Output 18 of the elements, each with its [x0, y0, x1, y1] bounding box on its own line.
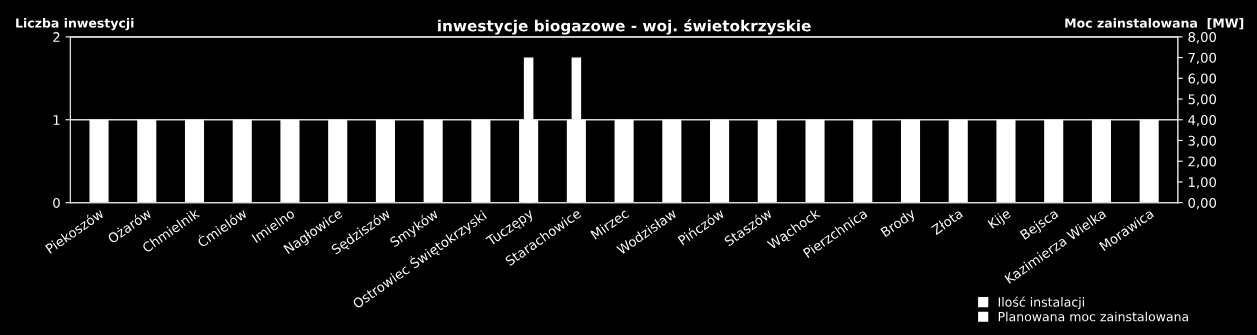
y2-tick-label: 2,00	[1188, 156, 1217, 168]
y-tick-label: 1	[53, 115, 60, 125]
y2-tick-label: 3,00	[1188, 135, 1217, 148]
y2-tick-label: 8,00	[1188, 32, 1217, 44]
y-axis-title: Liczba inwestycji	[16, 18, 134, 31]
y2-axis-title: Moc zainstalowana [MW]	[1065, 18, 1244, 30]
y2-tick-label: 1,00	[1188, 177, 1217, 189]
x-tick-label: Kije	[987, 207, 1013, 232]
y2-tick-label: 4,00	[1188, 114, 1217, 127]
legend-label: Ilość instalacji	[998, 296, 1084, 310]
y2-tick-label: 6,00	[1188, 73, 1217, 85]
y2-tick-label: 0,00	[1188, 197, 1217, 210]
y2-tick-label: 5,00	[1188, 94, 1217, 106]
y-tick-label: 2	[53, 32, 60, 42]
y-tick-label: 0	[53, 197, 60, 208]
legend-label: Planowana moc zainstalowana	[998, 311, 1189, 322]
chart-title: inwestycje biogazowe - woj. świetokrzyskie	[438, 19, 811, 35]
y2-tick-label: 7,00	[1188, 52, 1217, 65]
